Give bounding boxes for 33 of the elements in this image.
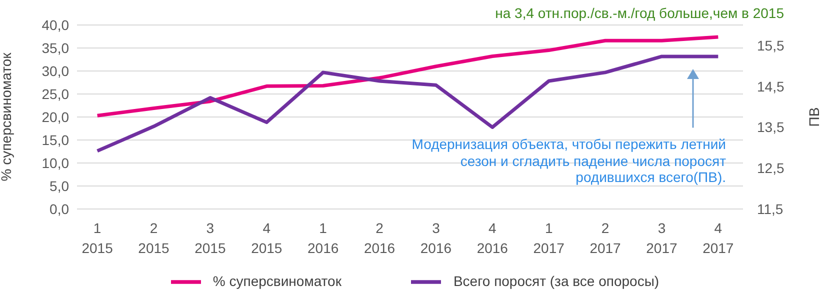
y-tick-label: 15,0	[42, 132, 70, 148]
y-tick-label: 0,0	[50, 200, 70, 217]
y-tick-label: 20,0	[42, 108, 70, 125]
line-series	[96, 35, 720, 118]
text: на 3,4 отн.пор./св.-м./год больше,чем в 2015	[495, 5, 784, 21]
x-tick-label: 1 2016	[308, 220, 339, 256]
y2-tick-label: 12,5	[757, 160, 784, 176]
x-tick-label: 3 2015	[194, 220, 226, 256]
x-tick-label: 1 2015	[82, 220, 114, 256]
x-tick-label: 4 2017	[702, 220, 734, 256]
x-tick-label: 4 2015	[251, 220, 282, 256]
x-tick-label: 2 2015	[138, 220, 170, 256]
y-tick-label: 5,0	[50, 178, 70, 194]
x-tick-label: 4 2016	[476, 220, 508, 256]
y2-tick-label: 15,5	[757, 37, 784, 54]
x-tick-label: 1 2017	[533, 220, 565, 256]
legend-label: Всего поросят (за все опоросы)	[453, 272, 660, 289]
y2-axis-title: ПВ	[806, 107, 820, 127]
y-tick-label: 10,0	[42, 154, 70, 171]
x-tick-label: 3 2016	[420, 220, 452, 256]
y-tick-label: 25,0	[42, 86, 70, 102]
legend-label: % суперсвиноматок	[212, 272, 342, 289]
y2-tick-label: 11,5	[757, 200, 784, 217]
y-tick-label: 40,0	[42, 16, 70, 33]
x-tick-label: 2 2017	[590, 220, 622, 256]
y-tick-label: 30,0	[42, 62, 70, 79]
annotation: Модернизация объекта, чтобы пережить летний сезон и сгладить падение числа поросят родившихся всего(ПВ).	[410, 136, 726, 186]
y-axis-title: % суперсвиноматок	[0, 52, 14, 182]
x-tick-label: 3 2017	[646, 220, 678, 256]
y2-tick-label: 14,5	[757, 78, 784, 94]
y-tick-label: 35,0	[42, 40, 70, 56]
x-tick-label: 2 2016	[364, 220, 396, 256]
y2-tick-label: 13,5	[757, 119, 784, 136]
